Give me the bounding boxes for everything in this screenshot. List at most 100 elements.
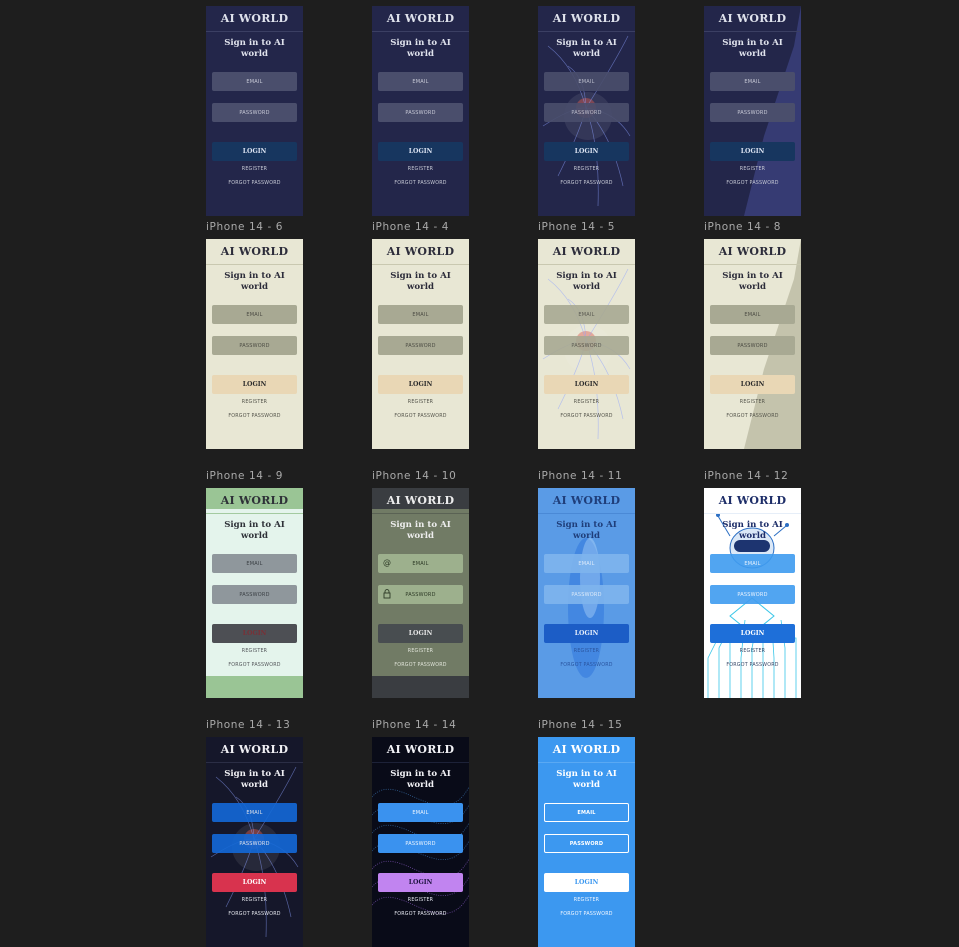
login-button[interactable]: LOGIN bbox=[544, 873, 629, 892]
register-link[interactable]: REGISTER bbox=[573, 898, 600, 903]
artboard-label[interactable]: iPhone 14 - 11 bbox=[538, 470, 623, 482]
email-field[interactable]: @ EMAIL bbox=[212, 554, 297, 573]
password-field[interactable]: PASSWORD bbox=[544, 336, 629, 355]
phone-screen[interactable]: AI WORLD Sign in to AI world @ EMAIL PAS… bbox=[206, 6, 303, 216]
password-field[interactable]: PASSWORD bbox=[212, 834, 297, 853]
forgot-password-link[interactable]: FORGOT PASSWORD bbox=[228, 181, 281, 186]
login-button[interactable]: LOGIN bbox=[212, 624, 297, 643]
password-field[interactable]: PASSWORD bbox=[212, 336, 297, 355]
forgot-password-link[interactable]: FORGOT PASSWORD bbox=[394, 663, 447, 668]
email-field[interactable]: @ EMAIL bbox=[544, 305, 629, 324]
register-link[interactable]: REGISTER bbox=[241, 400, 268, 405]
login-button[interactable]: LOGIN bbox=[544, 624, 629, 643]
forgot-password-link[interactable]: FORGOT PASSWORD bbox=[560, 912, 613, 917]
forgot-password-link[interactable]: FORGOT PASSWORD bbox=[560, 414, 613, 419]
login-button[interactable]: LOGIN bbox=[378, 375, 463, 394]
login-button[interactable]: LOGIN bbox=[212, 873, 297, 892]
phone-screen[interactable]: AI WORLD Sign in to AI world @ EMAIL PAS… bbox=[704, 6, 801, 216]
phone-screen[interactable]: AI WORLD Sign in to AI world @ EMAIL PAS… bbox=[538, 737, 635, 947]
phone-screen[interactable]: AI WORLD Sign in to AI world @ EMAIL PAS… bbox=[206, 737, 303, 947]
login-button[interactable]: LOGIN bbox=[544, 142, 629, 161]
forgot-password-link[interactable]: FORGOT PASSWORD bbox=[726, 414, 779, 419]
password-field[interactable]: PASSWORD bbox=[544, 834, 629, 853]
email-field[interactable]: @ EMAIL bbox=[378, 305, 463, 324]
register-link[interactable]: REGISTER bbox=[739, 649, 766, 654]
artboard-label[interactable]: iPhone 14 - 14 bbox=[372, 719, 457, 731]
email-field[interactable]: @ EMAIL bbox=[378, 554, 463, 573]
forgot-password-link[interactable]: FORGOT PASSWORD bbox=[726, 181, 779, 186]
phone-screen[interactable]: AI WORLD Sign in to AI world @ EMAIL PAS… bbox=[206, 239, 303, 449]
login-button[interactable]: LOGIN bbox=[212, 375, 297, 394]
login-button[interactable]: LOGIN bbox=[378, 624, 463, 643]
register-link[interactable]: REGISTER bbox=[573, 400, 600, 405]
forgot-password-link[interactable]: FORGOT PASSWORD bbox=[394, 414, 447, 419]
login-button[interactable]: LOGIN bbox=[544, 375, 629, 394]
email-field[interactable]: @ EMAIL bbox=[378, 72, 463, 91]
password-field[interactable]: PASSWORD bbox=[544, 585, 629, 604]
phone-screen[interactable]: AI WORLD Sign in to AI world @ EMAIL PAS… bbox=[372, 737, 469, 947]
email-field[interactable]: @ EMAIL bbox=[212, 305, 297, 324]
phone-screen[interactable]: AI WORLD Sign in to AI world @ EMAIL PAS… bbox=[704, 488, 801, 698]
register-link[interactable]: REGISTER bbox=[407, 898, 434, 903]
forgot-password-link[interactable]: FORGOT PASSWORD bbox=[726, 663, 779, 668]
artboard-label[interactable]: iPhone 14 - 5 bbox=[538, 221, 616, 233]
forgot-password-link[interactable]: FORGOT PASSWORD bbox=[560, 181, 613, 186]
email-field[interactable]: @ EMAIL bbox=[544, 803, 629, 822]
email-field[interactable]: @ EMAIL bbox=[212, 72, 297, 91]
artboard-label[interactable]: iPhone 14 - 12 bbox=[704, 470, 789, 482]
register-link[interactable]: REGISTER bbox=[407, 167, 434, 172]
forgot-password-link[interactable]: FORGOT PASSWORD bbox=[394, 912, 447, 917]
phone-screen[interactable]: AI WORLD Sign in to AI world @ EMAIL PAS… bbox=[372, 488, 469, 698]
email-field[interactable]: @ EMAIL bbox=[710, 72, 795, 91]
register-link[interactable]: REGISTER bbox=[241, 649, 268, 654]
phone-screen[interactable]: AI WORLD Sign in to AI world @ EMAIL PAS… bbox=[538, 488, 635, 698]
login-button[interactable]: LOGIN bbox=[710, 142, 795, 161]
email-field[interactable]: @ EMAIL bbox=[544, 72, 629, 91]
forgot-password-link[interactable]: FORGOT PASSWORD bbox=[228, 414, 281, 419]
forgot-password-link[interactable]: FORGOT PASSWORD bbox=[560, 663, 613, 668]
password-field[interactable]: PASSWORD bbox=[378, 585, 463, 604]
register-link[interactable]: REGISTER bbox=[241, 167, 268, 172]
email-field[interactable]: @ EMAIL bbox=[212, 803, 297, 822]
forgot-password-link[interactable]: FORGOT PASSWORD bbox=[394, 181, 447, 186]
artboard-label[interactable]: iPhone 14 - 4 bbox=[372, 221, 450, 233]
password-field[interactable]: PASSWORD bbox=[710, 585, 795, 604]
register-link[interactable]: REGISTER bbox=[739, 400, 766, 405]
password-field[interactable]: PASSWORD bbox=[710, 103, 795, 122]
phone-screen[interactable]: AI WORLD Sign in to AI world @ EMAIL PAS… bbox=[538, 6, 635, 216]
register-link[interactable]: REGISTER bbox=[573, 649, 600, 654]
password-field[interactable]: PASSWORD bbox=[710, 336, 795, 355]
password-field[interactable]: PASSWORD bbox=[378, 103, 463, 122]
email-field[interactable]: @ EMAIL bbox=[378, 803, 463, 822]
phone-screen[interactable]: AI WORLD Sign in to AI world @ EMAIL PAS… bbox=[206, 488, 303, 698]
register-link[interactable]: REGISTER bbox=[573, 167, 600, 172]
login-button[interactable]: LOGIN bbox=[378, 142, 463, 161]
artboard-label[interactable]: iPhone 14 - 8 bbox=[704, 221, 782, 233]
password-field[interactable]: PASSWORD bbox=[212, 103, 297, 122]
phone-screen[interactable]: AI WORLD Sign in to AI world @ EMAIL PAS… bbox=[704, 239, 801, 449]
email-field[interactable]: @ EMAIL bbox=[544, 554, 629, 573]
artboard-label[interactable]: iPhone 14 - 6 bbox=[206, 221, 284, 233]
login-button[interactable]: LOGIN bbox=[212, 142, 297, 161]
login-button[interactable]: LOGIN bbox=[710, 375, 795, 394]
email-field[interactable]: @ EMAIL bbox=[710, 554, 795, 573]
artboard-label[interactable]: iPhone 14 - 10 bbox=[372, 470, 457, 482]
phone-screen[interactable]: AI WORLD Sign in to AI world @ EMAIL PAS… bbox=[372, 239, 469, 449]
email-field[interactable]: @ EMAIL bbox=[710, 305, 795, 324]
phone-screen[interactable]: AI WORLD Sign in to AI world @ EMAIL PAS… bbox=[538, 239, 635, 449]
forgot-password-link[interactable]: FORGOT PASSWORD bbox=[228, 912, 281, 917]
login-button[interactable]: LOGIN bbox=[710, 624, 795, 643]
artboard-label[interactable]: iPhone 14 - 15 bbox=[538, 719, 623, 731]
artboard-label[interactable]: iPhone 14 - 13 bbox=[206, 719, 291, 731]
login-button[interactable]: LOGIN bbox=[378, 873, 463, 892]
artboard-label[interactable]: iPhone 14 - 9 bbox=[206, 470, 284, 482]
phone-screen[interactable]: AI WORLD Sign in to AI world @ EMAIL PAS… bbox=[372, 6, 469, 216]
password-field[interactable]: PASSWORD bbox=[378, 834, 463, 853]
register-link[interactable]: REGISTER bbox=[407, 649, 434, 654]
password-field[interactable]: PASSWORD bbox=[212, 585, 297, 604]
register-link[interactable]: REGISTER bbox=[241, 898, 268, 903]
register-link[interactable]: REGISTER bbox=[407, 400, 434, 405]
register-link[interactable]: REGISTER bbox=[739, 167, 766, 172]
password-field[interactable]: PASSWORD bbox=[378, 336, 463, 355]
password-field[interactable]: PASSWORD bbox=[544, 103, 629, 122]
